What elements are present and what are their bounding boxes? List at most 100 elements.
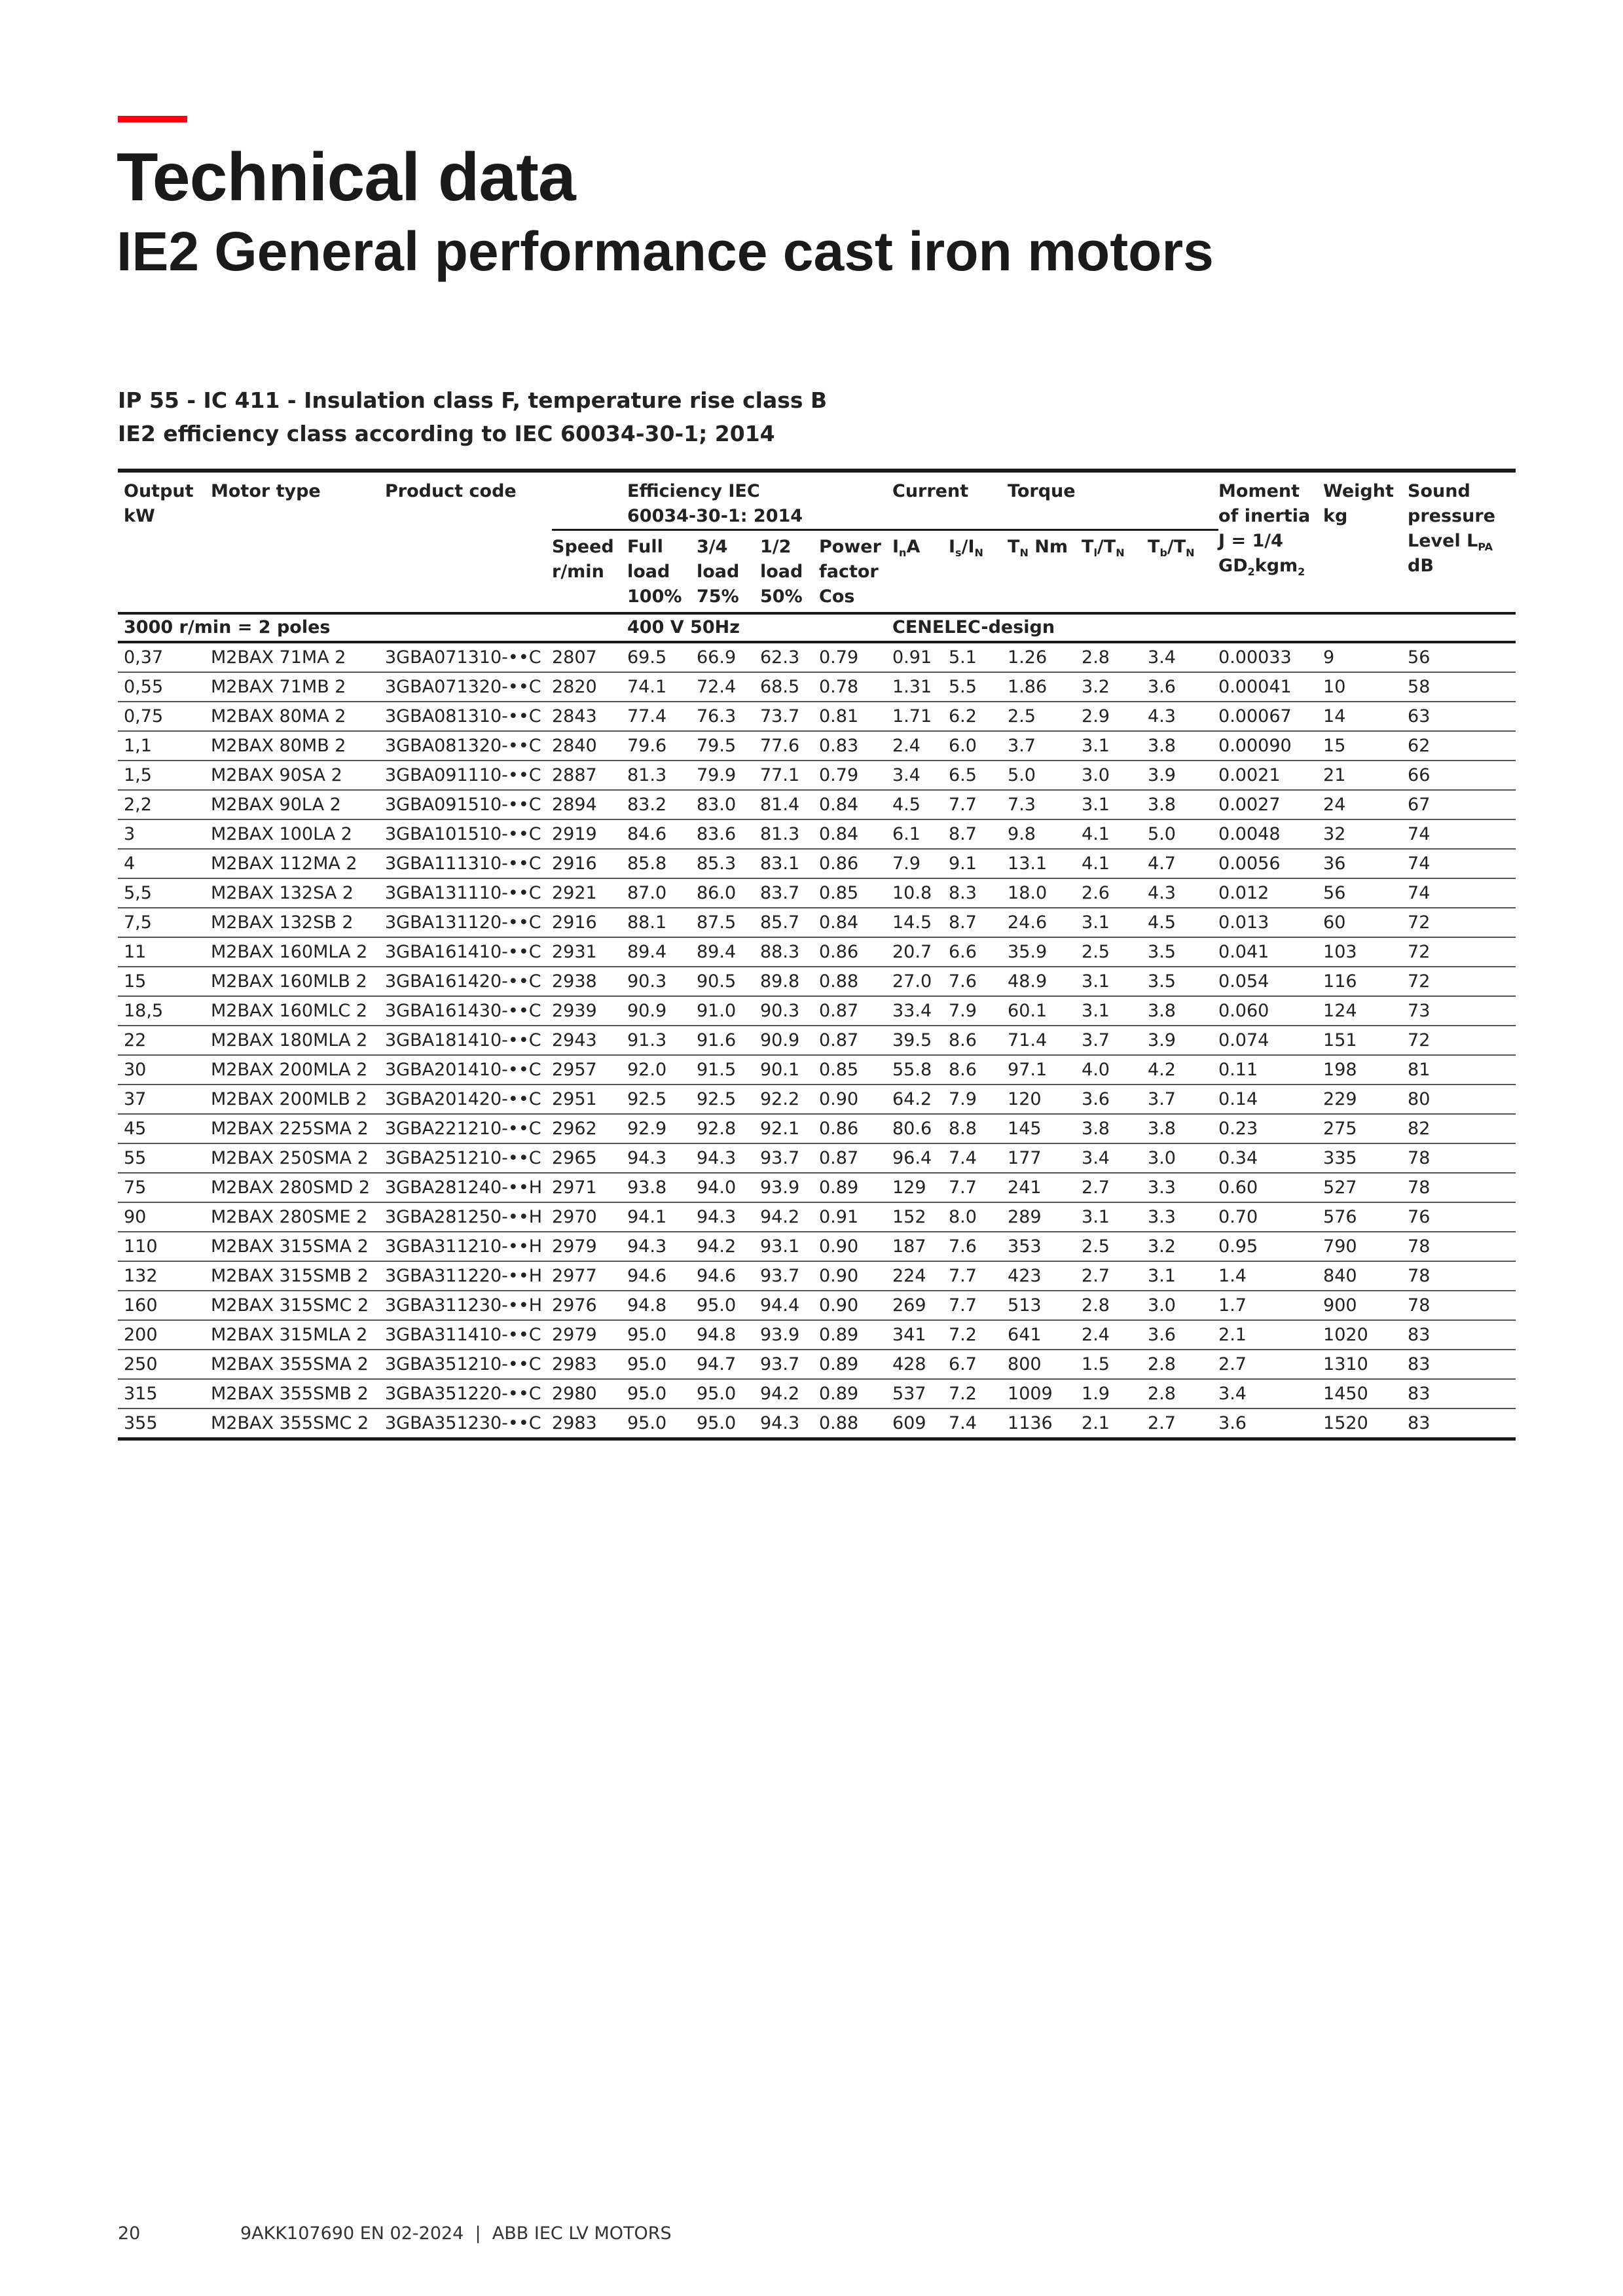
table-row: 18,5 M2BAX 160MLC 2 3GBA161430-••C 2939 90.9…	[118, 996, 1516, 1026]
cell-motor-type: M2BAX 315MLA 2	[211, 1320, 385, 1350]
cell-current-in: 609	[892, 1408, 949, 1441]
cell-output-kw: 0,75	[118, 702, 211, 732]
cell-eff-100: 95.0	[627, 1408, 697, 1441]
header-efficiency: Efficiency IEC 60034-30-1: 2014	[627, 469, 892, 531]
subheader-current-is-in: Is/IN	[949, 537, 983, 559]
cell-eff-100: 95.0	[627, 1350, 697, 1380]
cell-tl-tn: 3.1	[1082, 908, 1148, 938]
cell-output-kw: 7,5	[118, 908, 211, 938]
cell-sound-pressure: 78	[1408, 1291, 1516, 1321]
cell-product-code: 3GBA351210-••C	[385, 1350, 552, 1380]
table-row: 5,5 M2BAX 132SA 2 3GBA131110-••C 2921 87.0 86…	[118, 878, 1516, 908]
table-row: 90 M2BAX 280SME 2 3GBA281250-••H 2970 94.1 94…	[118, 1202, 1516, 1232]
cell-product-code: 3GBA311410-••C	[385, 1320, 552, 1350]
cell-torque-tn: 1.86	[1008, 672, 1082, 702]
cell-speed: 2977	[552, 1261, 627, 1291]
cell-moment-of-inertia: 0.34	[1218, 1143, 1324, 1174]
cell-tb-tn: 3.3	[1148, 1173, 1219, 1203]
header-output: Output kW	[118, 469, 211, 613]
cell-is-in: 6.0	[949, 731, 1008, 761]
cell-weight: 527	[1323, 1173, 1408, 1203]
cell-sound-pressure: 66	[1408, 761, 1516, 791]
cell-tl-tn: 2.9	[1082, 702, 1148, 732]
cell-weight: 335	[1323, 1143, 1408, 1174]
cell-motor-type: M2BAX 71MA 2	[211, 642, 385, 673]
cell-tb-tn: 2.7	[1148, 1408, 1219, 1441]
table-row: 0,37 M2BAX 71MA 2 3GBA071310-••C 2807 69.5 66…	[118, 642, 1516, 673]
cell-current-in: 20.7	[892, 937, 949, 967]
cell-output-kw: 45	[118, 1114, 211, 1144]
cell-is-in: 6.6	[949, 937, 1008, 967]
cell-tl-tn: 3.4	[1082, 1143, 1148, 1174]
cell-weight: 14	[1323, 702, 1408, 732]
cell-current-in: 1.31	[892, 672, 949, 702]
spec-line-2: IE2 efficiency class according to IEC 60…	[118, 421, 775, 446]
cell-output-kw: 250	[118, 1350, 211, 1380]
cell-eff-100: 88.1	[627, 908, 697, 938]
cell-weight: 198	[1323, 1055, 1408, 1085]
cell-product-code: 3GBA091110-••C	[385, 761, 552, 791]
cell-torque-tn: 35.9	[1008, 937, 1082, 967]
cell-moment-of-inertia: 0.0048	[1218, 819, 1324, 850]
cell-current-in: 428	[892, 1350, 949, 1380]
cell-motor-type: M2BAX 250SMA 2	[211, 1143, 385, 1174]
subheader-power-factor: Power factor Cos	[819, 537, 881, 607]
cell-eff-100: 85.8	[627, 849, 697, 879]
cell-output-kw: 355	[118, 1408, 211, 1441]
cell-product-code: 3GBA161420-••C	[385, 967, 552, 997]
cell-product-code: 3GBA311220-••H	[385, 1261, 552, 1291]
cell-tl-tn: 3.6	[1082, 1085, 1148, 1115]
cell-eff-75: 91.6	[697, 1026, 760, 1056]
table-row: 7,5 M2BAX 132SB 2 3GBA131120-••C 2916 88.1 87…	[118, 908, 1516, 938]
cell-weight: 15	[1323, 731, 1408, 761]
cell-motor-type: M2BAX 315SMC 2	[211, 1291, 385, 1321]
cell-is-in: 7.4	[949, 1408, 1008, 1441]
cell-is-in: 8.8	[949, 1114, 1008, 1144]
table-row: 315 M2BAX 355SMB 2 3GBA351220-••C 2980 95.0 9…	[118, 1379, 1516, 1409]
subheader-torque-tn: TN Nm	[1008, 537, 1068, 559]
subheader-current-in: InA	[892, 537, 921, 559]
cell-speed: 2943	[552, 1026, 627, 1056]
cell-is-in: 7.2	[949, 1379, 1008, 1409]
cell-current-in: 269	[892, 1291, 949, 1321]
cell-eff-100: 94.6	[627, 1261, 697, 1291]
cell-eff-75: 66.9	[697, 642, 760, 673]
cell-motor-type: M2BAX 200MLB 2	[211, 1085, 385, 1115]
header-torque: Torque	[1008, 469, 1219, 531]
cell-torque-tn: 145	[1008, 1114, 1082, 1144]
cell-current-in: 55.8	[892, 1055, 949, 1085]
cell-eff-50: 92.1	[760, 1114, 819, 1144]
cell-tl-tn: 2.6	[1082, 878, 1148, 908]
cell-eff-100: 91.3	[627, 1026, 697, 1056]
cell-sound-pressure: 76	[1408, 1202, 1516, 1232]
cell-eff-100: 94.8	[627, 1291, 697, 1321]
cell-moment-of-inertia: 0.054	[1218, 967, 1324, 997]
cell-eff-100: 94.3	[627, 1143, 697, 1174]
cell-tb-tn: 3.9	[1148, 1026, 1219, 1056]
section-row: 3000 r/min = 2 poles 400 V 50Hz CENELEC-…	[118, 612, 1516, 643]
cell-tb-tn: 4.2	[1148, 1055, 1219, 1085]
cell-speed: 2807	[552, 642, 627, 673]
subheader-eff-3-4-load: 3/4 load 75%	[697, 537, 740, 607]
cell-power-factor: 0.81	[819, 702, 892, 732]
cell-tl-tn: 3.7	[1082, 1026, 1148, 1056]
accent-bar	[118, 116, 187, 122]
cell-product-code: 3GBA081320-••C	[385, 731, 552, 761]
cell-torque-tn: 7.3	[1008, 790, 1082, 820]
cell-output-kw: 110	[118, 1232, 211, 1262]
page-title: Technical data	[117, 139, 576, 215]
cell-eff-75: 92.5	[697, 1085, 760, 1115]
cell-motor-type: M2BAX 280SME 2	[211, 1202, 385, 1232]
cell-eff-75: 94.8	[697, 1320, 760, 1350]
cell-sound-pressure: 72	[1408, 908, 1516, 938]
cell-power-factor: 0.90	[819, 1261, 892, 1291]
cell-torque-tn: 9.8	[1008, 819, 1082, 850]
cell-eff-50: 81.3	[760, 819, 819, 850]
cell-speed: 2919	[552, 819, 627, 850]
cell-eff-100: 90.9	[627, 996, 697, 1026]
cell-tl-tn: 4.1	[1082, 819, 1148, 850]
cell-current-in: 27.0	[892, 967, 949, 997]
cell-eff-100: 93.8	[627, 1173, 697, 1203]
table-row: 132 M2BAX 315SMB 2 3GBA311220-••H 2977 94.6 9…	[118, 1261, 1516, 1291]
cell-weight: 24	[1323, 790, 1408, 820]
